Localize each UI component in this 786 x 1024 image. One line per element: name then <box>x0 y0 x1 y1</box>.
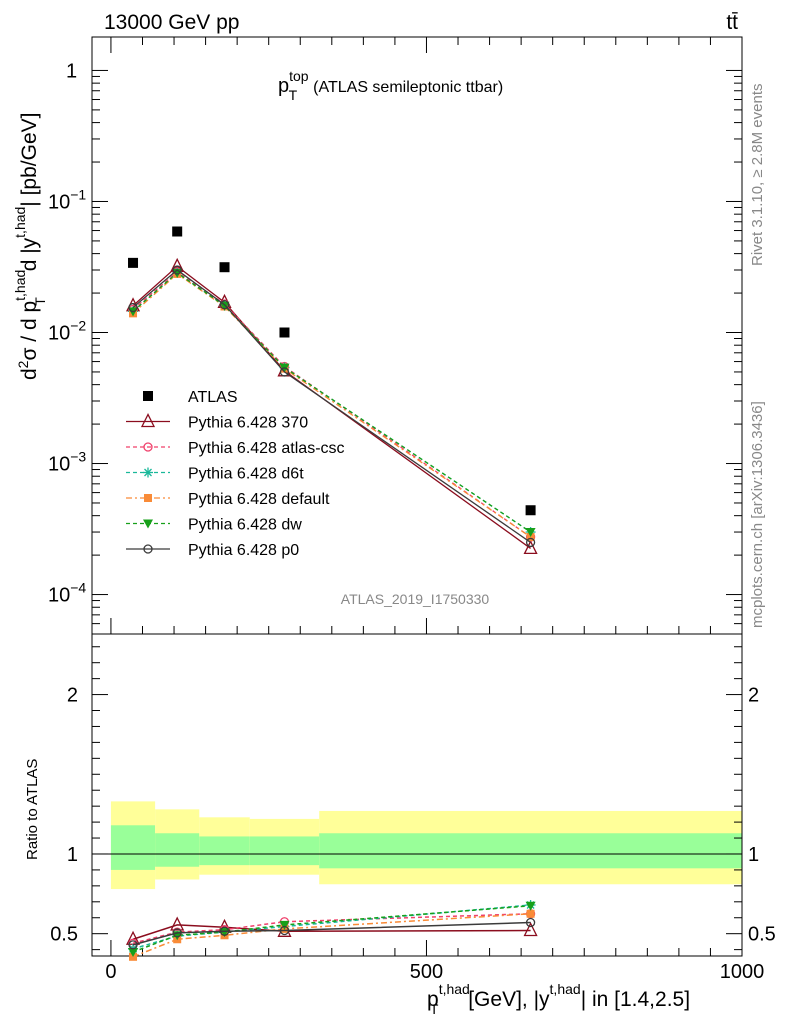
legend-atlas-marker <box>143 391 153 401</box>
legend-label: Pythia 6.428 dw <box>188 517 302 534</box>
legend: ATLAS Pythia 6.428 370 Pythia 6.428 atlas-… <box>126 389 345 559</box>
triangle-marker <box>170 916 185 931</box>
ratio-y-tick-label-right: 1 <box>748 844 759 866</box>
ratio-y-tick-label-right: 0.5 <box>748 924 776 946</box>
square-marker <box>144 494 152 502</box>
upper-y-tick-label: 10−3 <box>48 449 86 476</box>
atlas-data-point <box>128 257 139 268</box>
circle-marker <box>279 925 290 936</box>
triangle-marker <box>523 922 538 937</box>
triangle-marker <box>140 413 156 428</box>
energy-label: 13000 GeV pp <box>104 11 239 34</box>
ratio-y-tick-label: 0.5 <box>50 924 78 946</box>
circle-marker <box>143 442 153 452</box>
circle-marker <box>172 928 182 938</box>
legend-label: Pythia 6.428 370 <box>188 415 308 432</box>
upper-y-tick-label: 10−1 <box>48 186 86 213</box>
analysis-id-label: ATLAS_2019_I1750330 <box>341 591 490 607</box>
series-lines <box>125 226 538 961</box>
legend-label: Pythia 6.428 d6t <box>188 466 304 483</box>
series-line-ratio <box>132 913 531 958</box>
axes: 1 10−1 10−2 10−3 10−4 0.5 0.5 1 1 2 2 0 500 1000 <box>48 36 776 983</box>
triangle-down-marker <box>128 948 139 958</box>
series-line-upper <box>132 269 531 543</box>
triangle-down-marker <box>143 519 153 529</box>
triangle-down-marker <box>525 528 536 538</box>
star-stroke <box>144 468 152 477</box>
x-axis-label: pt,had T [GeV], |yt,had| in [1.4,2.5] <box>427 981 690 1017</box>
legend-label: Pythia 6.428 p0 <box>188 542 299 559</box>
triangle-marker <box>523 539 538 555</box>
rivet-version-label: Rivet 3.1.10, ≥ 2.8M events <box>749 84 766 267</box>
process-symbol: tt̄ <box>726 11 738 34</box>
series-line-ratio <box>132 921 531 946</box>
green-band-bin <box>110 825 156 870</box>
green-band-bin <box>249 836 320 866</box>
circle-marker <box>128 302 138 313</box>
circle-marker <box>525 537 536 548</box>
circle-marker <box>219 300 230 310</box>
atlas-data-point <box>172 226 183 237</box>
series-line-ratio <box>132 904 531 950</box>
green-band-bin <box>155 833 200 867</box>
uncertainty-bands <box>92 801 742 890</box>
x-tick-label: 0 <box>105 961 116 983</box>
circle-marker <box>143 544 153 554</box>
legend-label: Pythia 6.428 atlas-csc <box>188 440 345 457</box>
atlas-data-point <box>219 262 230 273</box>
upper-y-axis-label: d2σ / d pt,hadT d |yt,had| [pb/GeV] <box>12 113 48 380</box>
ratio-frame <box>91 633 743 957</box>
circle-marker <box>525 917 536 928</box>
legend-label: Pythia 6.428 default <box>188 491 330 508</box>
legend-label: ATLAS <box>188 389 238 406</box>
upper-y-tick-label: 10−2 <box>48 318 86 345</box>
atlas-data-point <box>279 327 290 338</box>
upper-y-tick-label: 1 <box>66 60 77 82</box>
triangle-down-marker <box>219 928 230 938</box>
ratio-y-tick-label-right: 2 <box>748 685 759 707</box>
square-marker <box>526 909 535 918</box>
triangle-down-marker <box>219 301 230 311</box>
green-band-bin <box>199 836 250 866</box>
green-band-bin <box>319 833 742 869</box>
ratio-y-tick-label: 2 <box>67 685 78 707</box>
x-tick-label: 500 <box>410 961 443 983</box>
circle-marker <box>128 940 138 950</box>
circle-marker <box>172 265 182 275</box>
x-tick-label: 1000 <box>720 961 765 983</box>
upper-y-tick-label: 10−4 <box>48 580 86 607</box>
circle-marker <box>279 367 290 377</box>
atlas-data-point <box>525 505 536 516</box>
plot-title: ptop T (ATLAS semileptonic ttbar) <box>278 68 503 103</box>
star-marker <box>143 467 153 478</box>
ratio-y-tick-label: 1 <box>67 844 78 866</box>
triangle-down-marker <box>279 920 290 930</box>
circle-marker <box>219 926 230 936</box>
ratio-y-axis-label: Ratio to ATLAS <box>24 759 41 860</box>
mcplots-label: mcplots.cern.ch [arXiv:1306.3436] <box>749 401 766 628</box>
triangle-down-marker <box>525 901 536 911</box>
